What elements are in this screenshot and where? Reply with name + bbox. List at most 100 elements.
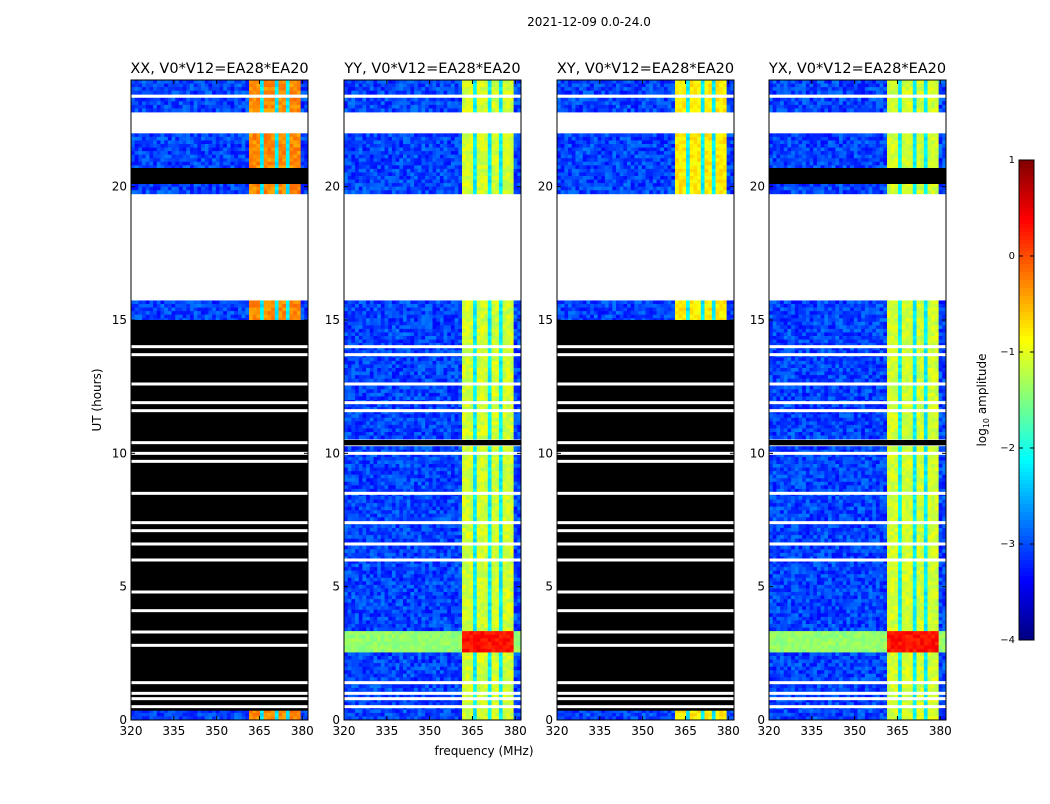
heatmap-cell [366, 446, 370, 450]
heatmap-cell [286, 151, 290, 155]
heatmap-cell [172, 98, 176, 102]
heatmap-cell [506, 460, 510, 464]
heatmap-cell [359, 364, 363, 368]
heatmap-cell [297, 713, 301, 717]
heatmap-cell [175, 144, 179, 148]
heatmap-cell [362, 158, 366, 162]
heatmap-cell [396, 464, 400, 468]
heatmap-cell [462, 386, 466, 390]
heatmap-cell [510, 322, 514, 326]
heatmap-cell [418, 468, 422, 472]
x-tick-label: 380 [291, 724, 314, 738]
heatmap-cell [359, 368, 363, 372]
heatmap-cell [514, 187, 518, 191]
heatmap-cell [492, 336, 496, 340]
heatmap-cell [458, 446, 462, 450]
heatmap-cell [227, 80, 231, 84]
heatmap-cell [355, 361, 359, 365]
heatmap-cell [455, 169, 459, 173]
heatmap-cell [473, 108, 477, 112]
heatmap-cell [499, 98, 503, 102]
heatmap-cell [366, 418, 370, 422]
heatmap-cell [473, 190, 477, 194]
heatmap-cell [436, 432, 440, 436]
heatmap-cell [351, 428, 355, 432]
heatmap-cell [403, 432, 407, 436]
heatmap-cell [499, 318, 503, 322]
heatmap-cell [385, 396, 389, 400]
panel-2: YY, V0*V12=EA28*EA2032033535036538005101… [325, 61, 527, 738]
heatmap-cell [245, 151, 249, 155]
heatmap-cell [370, 165, 374, 169]
heatmap-cell [407, 308, 411, 312]
heatmap-cell [146, 315, 150, 319]
heatmap-cell [293, 144, 297, 148]
heatmap-cell [462, 148, 466, 152]
heatmap-cell [503, 336, 507, 340]
heatmap-cell [477, 158, 481, 162]
heatmap-cell [351, 180, 355, 184]
heatmap-cell [403, 155, 407, 159]
heatmap-cell [425, 386, 429, 390]
heatmap-cell [418, 87, 422, 91]
heatmap-cell [245, 108, 249, 112]
heatmap-cell [362, 187, 366, 191]
heatmap-cell [153, 148, 157, 152]
heatmap-cell [227, 151, 231, 155]
heatmap-cell [396, 325, 400, 329]
heatmap-cell [429, 190, 433, 194]
heatmap-cell [477, 155, 481, 159]
heatmap-cell [433, 471, 437, 475]
heatmap-cell [429, 158, 433, 162]
heatmap-cell [279, 304, 283, 308]
heatmap-cell [194, 87, 198, 91]
heatmap-cell [484, 375, 488, 379]
heatmap-cell [355, 332, 359, 336]
heatmap-cell [138, 148, 142, 152]
heatmap-cell [381, 340, 385, 344]
heatmap-cell [473, 336, 477, 340]
heatmap-cell [477, 322, 481, 326]
heatmap-cell [212, 162, 216, 166]
heatmap-cell [374, 340, 378, 344]
heatmap-cell [279, 713, 283, 717]
heatmap-cell [396, 457, 400, 461]
heatmap-cell [425, 379, 429, 383]
heatmap-cell [385, 300, 389, 304]
heatmap-cell [484, 108, 488, 112]
heatmap-cell [484, 87, 488, 91]
heatmap-cell [290, 151, 294, 155]
heatmap-cell [414, 375, 418, 379]
heatmap-cell [403, 364, 407, 368]
heatmap-cell [418, 368, 422, 372]
heatmap-cell [370, 190, 374, 194]
heatmap-cell [205, 190, 209, 194]
heatmap-cell [208, 140, 212, 144]
heatmap-cell [410, 464, 414, 468]
heatmap-cell [388, 425, 392, 429]
heatmap-cell [403, 101, 407, 105]
heatmap-cell [175, 105, 179, 109]
heatmap-cell [344, 158, 348, 162]
heatmap-cell [362, 432, 366, 436]
heatmap-cell [351, 379, 355, 383]
heatmap-cell [238, 311, 242, 315]
heatmap-cell [503, 144, 507, 148]
heatmap-cell [344, 176, 348, 180]
heatmap-cell [447, 190, 451, 194]
heatmap-cell [433, 389, 437, 393]
heatmap-cell [506, 418, 510, 422]
heatmap-cell [433, 315, 437, 319]
heatmap-cell [421, 183, 425, 187]
heatmap-cell [146, 98, 150, 102]
heatmap-cell [477, 84, 481, 88]
heatmap-cell [271, 108, 275, 112]
heatmap-cell [444, 386, 448, 390]
heatmap-cell [418, 432, 422, 436]
heatmap-cell [201, 101, 205, 105]
heatmap-cell [293, 300, 297, 304]
heatmap-cell [433, 158, 437, 162]
heatmap-cell [433, 336, 437, 340]
heatmap-cell [447, 80, 451, 84]
heatmap-cell [451, 432, 455, 436]
